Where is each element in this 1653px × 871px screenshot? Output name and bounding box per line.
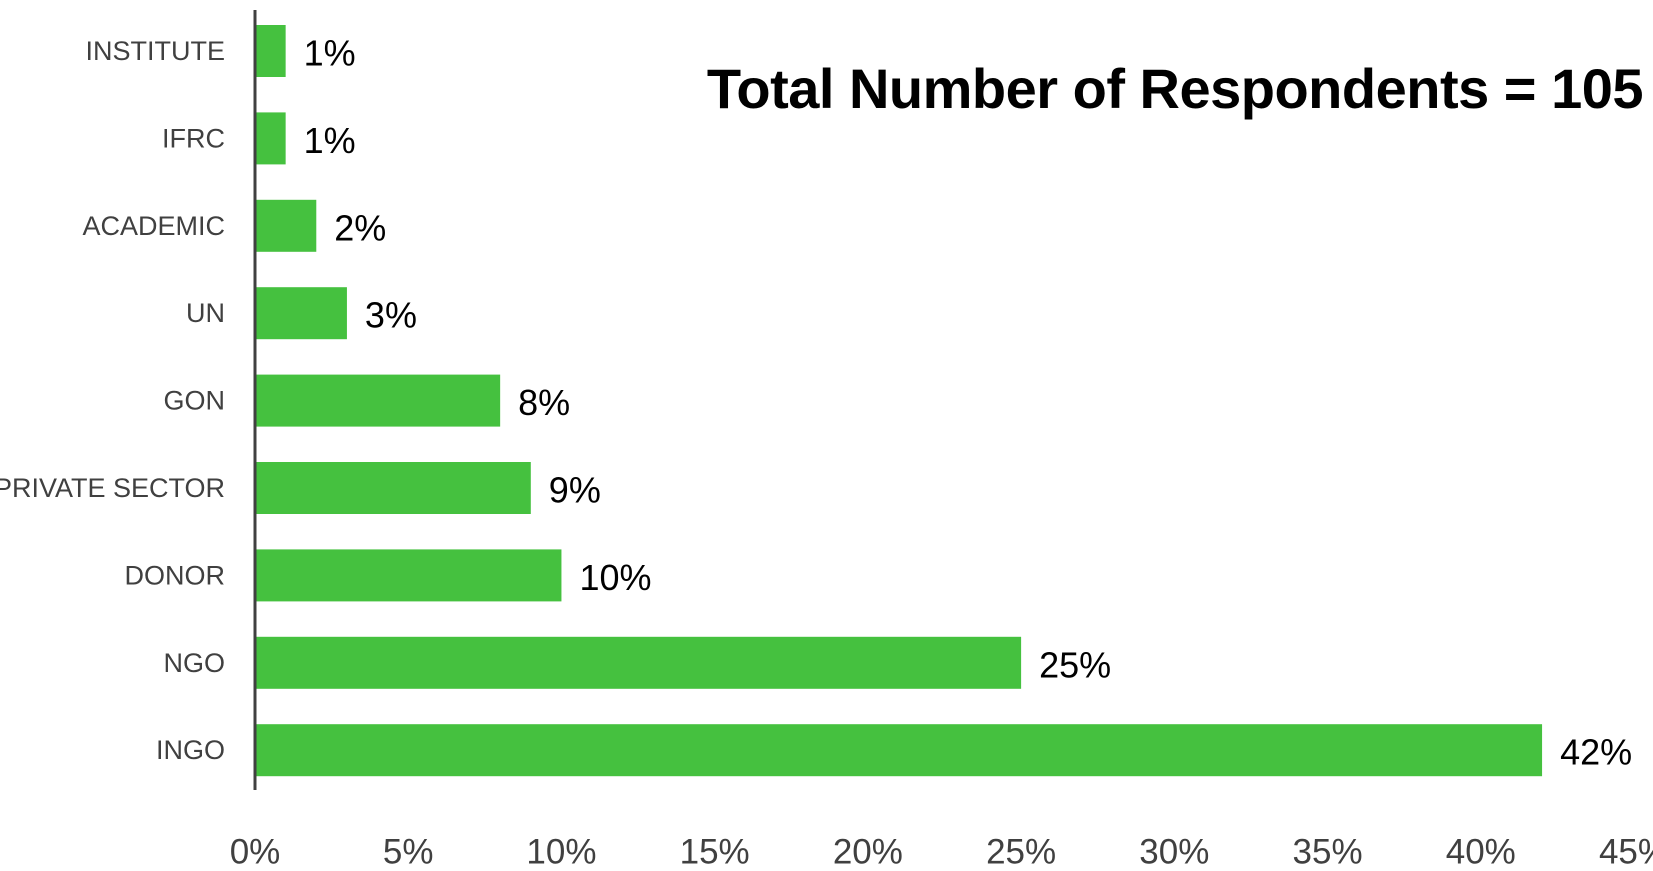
x-tick-label: 5% <box>383 833 434 867</box>
x-tick-label: 45% <box>1599 833 1653 867</box>
bar-un <box>255 287 347 340</box>
category-label: NGO <box>163 648 225 678</box>
chart-annotation: Total Number of Respondents = 105 <box>706 57 1644 120</box>
data-label: 3% <box>365 295 417 336</box>
x-tick-label: 0% <box>230 833 281 867</box>
category-label: UN <box>186 298 225 328</box>
category-label: PRIVATE SECTOR <box>0 473 225 503</box>
category-label: ACADEMIC <box>82 211 225 241</box>
x-tick-label: 40% <box>1446 833 1516 867</box>
x-tick-label: 30% <box>1139 833 1209 867</box>
x-tick-label: 10% <box>526 833 596 867</box>
x-tick-label: 35% <box>1293 833 1363 867</box>
bar-ngo <box>255 636 1022 689</box>
x-tick-label: 25% <box>986 833 1056 867</box>
bar-institute <box>255 25 286 77</box>
category-label: DONOR <box>125 560 226 590</box>
x-tick-label: 15% <box>680 833 750 867</box>
data-label: 10% <box>579 557 651 598</box>
bar-academic <box>255 199 317 252</box>
bar-ifrc <box>255 112 286 165</box>
data-label: 8% <box>518 382 570 423</box>
category-label: GON <box>163 386 225 416</box>
category-label: INGO <box>156 735 225 765</box>
bar-donor <box>255 549 562 602</box>
bar-ingo <box>255 724 1543 777</box>
data-label: 2% <box>334 207 386 248</box>
bar-private-sector <box>255 462 531 514</box>
data-label: 9% <box>549 470 601 511</box>
data-label: 25% <box>1039 644 1111 685</box>
data-label: 1% <box>304 120 356 161</box>
category-label: IFRC <box>162 123 225 153</box>
category-label: INSTITUTE <box>86 36 226 66</box>
x-tick-label: 20% <box>833 833 903 867</box>
data-label: 1% <box>304 33 356 74</box>
bar-gon <box>255 374 501 427</box>
data-label: 42% <box>1560 732 1632 773</box>
